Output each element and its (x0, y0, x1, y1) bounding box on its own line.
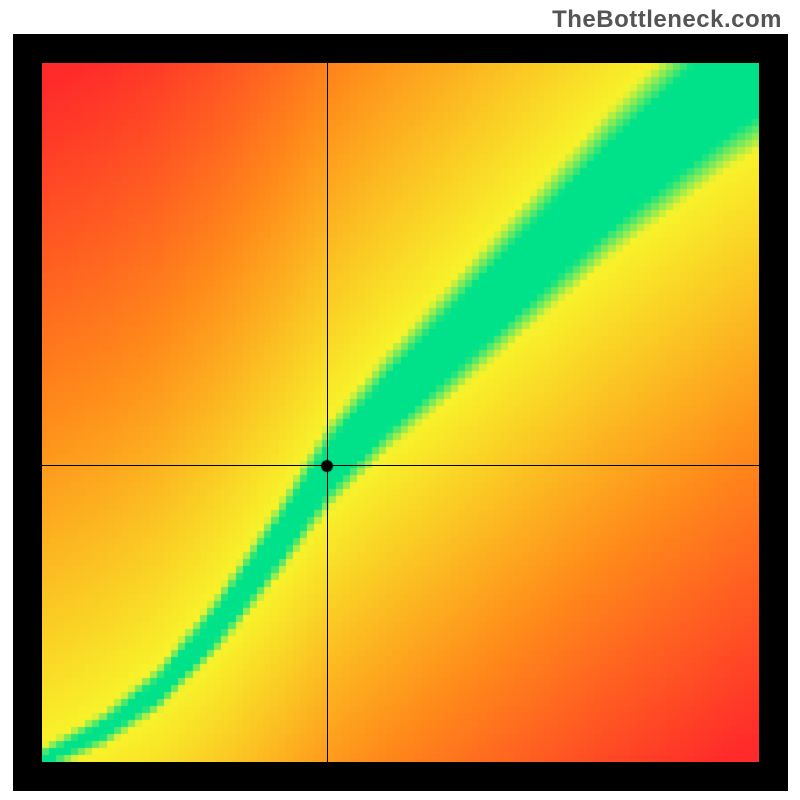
crosshair-horizontal (42, 465, 759, 466)
crosshair-vertical (327, 63, 328, 762)
attribution-text: TheBottleneck.com (552, 6, 782, 34)
crosshair-dot (320, 459, 334, 473)
bottleneck-heatmap (42, 63, 759, 762)
chart-container: TheBottleneck.com (0, 0, 800, 800)
